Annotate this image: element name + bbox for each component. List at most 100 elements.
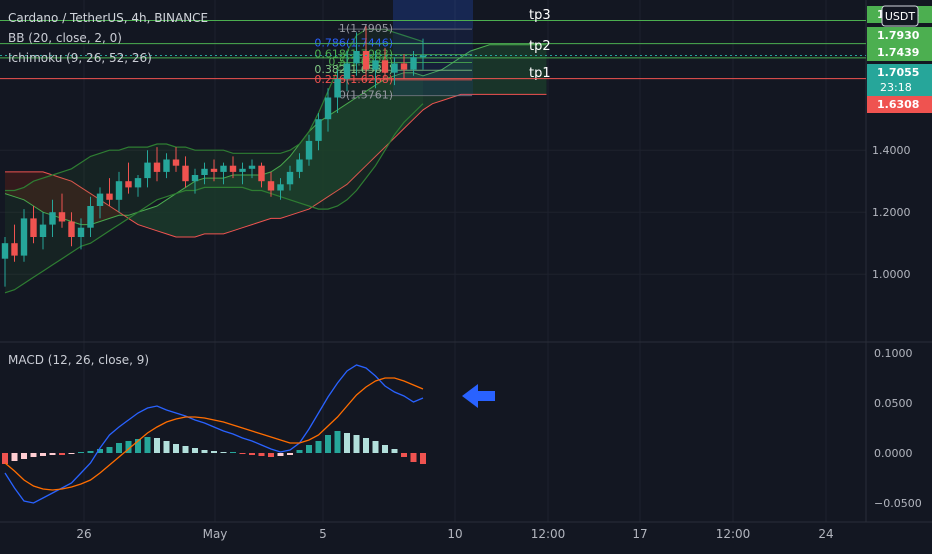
candle-body[interactable]	[1, 243, 9, 259]
macd-histogram-bar	[258, 453, 265, 456]
ichimoku-cloud-segment	[328, 109, 338, 197]
candle-body[interactable]	[248, 165, 256, 169]
candle-body[interactable]	[220, 165, 227, 172]
price-axis-label: 1.0000	[872, 268, 911, 281]
ichimoku-cloud-segment	[423, 72, 433, 110]
candle-body[interactable]	[20, 218, 28, 256]
symbol-title[interactable]: Cardano / TetherUS, 4h, BINANCE	[8, 11, 209, 25]
candle-body[interactable]	[381, 60, 389, 73]
ichimoku-cloud-segment	[537, 44, 547, 95]
ichimoku-cloud-segment	[62, 178, 72, 222]
time-axis-label: 12:00	[716, 527, 751, 541]
ichimoku-cloud-segment	[128, 212, 138, 225]
macd-histogram-bar	[239, 453, 246, 454]
price-badge	[867, 44, 932, 61]
ichimoku-cloud-segment	[138, 209, 148, 228]
candle-body[interactable]	[343, 63, 351, 79]
ichimoku-cloud-segment	[451, 57, 461, 98]
candle-body[interactable]	[419, 55, 427, 58]
macd-legend[interactable]: MACD (12, 26, close, 9)	[8, 353, 150, 367]
currency-badge[interactable]	[881, 5, 919, 27]
target-label-tp1: tp1	[529, 66, 551, 81]
time-axis-label: 12:00	[531, 527, 566, 541]
macd-histogram-bar	[325, 435, 331, 453]
candle-body[interactable]	[410, 57, 417, 70]
macd-histogram-bar	[59, 453, 65, 455]
candle-body[interactable]	[277, 184, 284, 191]
candle-body[interactable]	[115, 181, 123, 200]
candle-body[interactable]	[125, 181, 132, 188]
macd-histogram-bar	[391, 449, 398, 453]
macd-histogram-bar	[268, 453, 274, 457]
ichimoku-legend[interactable]: Ichimoku (9, 26, 52, 26)	[8, 51, 152, 65]
candle-body[interactable]	[239, 168, 246, 172]
candle-body[interactable]	[39, 224, 47, 237]
ichimoku-cloud-segment	[499, 44, 509, 95]
candle-body[interactable]	[172, 159, 180, 166]
candle-body[interactable]	[87, 206, 94, 228]
candle-body[interactable]	[362, 51, 370, 70]
macd-histogram-bar	[382, 445, 388, 453]
candle-body[interactable]	[400, 63, 408, 70]
candle-body[interactable]	[315, 119, 322, 141]
candle-body[interactable]	[144, 162, 151, 179]
candle-body[interactable]	[305, 140, 313, 160]
candle-body[interactable]	[391, 63, 398, 73]
candle-body[interactable]	[191, 175, 199, 182]
candle-body[interactable]	[182, 165, 189, 182]
macd-histogram-bar	[287, 453, 293, 455]
macd-histogram-bar	[344, 433, 350, 453]
fib-level-label: 0(1.5761)	[339, 89, 393, 102]
macd-axis-label: −0.0500	[874, 497, 922, 510]
candle-body[interactable]	[77, 227, 85, 237]
candle-body[interactable]	[324, 97, 332, 120]
candle-body[interactable]	[106, 193, 113, 200]
candle-body[interactable]	[296, 159, 303, 172]
candle-body[interactable]	[210, 168, 218, 172]
ichimoku-cloud-segment	[223, 175, 233, 234]
time-axis-label: 17	[632, 527, 647, 541]
price-badge-value: 1.6308	[877, 98, 919, 111]
candle-body[interactable]	[334, 78, 341, 98]
macd-line	[4, 364, 424, 504]
candle-body[interactable]	[229, 165, 237, 172]
candle-body[interactable]	[11, 243, 18, 256]
candle-body[interactable]	[68, 221, 75, 238]
price-badge-value: 1.7055	[877, 66, 919, 79]
candle-body[interactable]	[267, 181, 275, 191]
candle-body[interactable]	[134, 178, 142, 188]
candle-body[interactable]	[353, 51, 360, 64]
position-target-box	[393, 0, 473, 30]
bb-legend[interactable]: BB (20, close, 2, 0)	[8, 31, 122, 45]
macd-histogram-bar	[211, 451, 217, 453]
candle-body[interactable]	[286, 171, 294, 185]
price-badge	[867, 27, 932, 44]
candle-body[interactable]	[49, 212, 56, 225]
macd-histogram-bar	[163, 441, 170, 453]
candle-body[interactable]	[258, 165, 265, 182]
candle-body[interactable]	[58, 212, 66, 222]
ichimoku-cloud-segment	[33, 171, 43, 213]
macd-histogram-bar	[49, 453, 56, 455]
ichimoku-cloud-segment	[489, 44, 499, 95]
ichimoku-cloud-segment	[356, 91, 366, 175]
macd-histogram-bar	[201, 450, 208, 453]
macd-histogram-bar	[125, 441, 132, 453]
ichimoku-cloud-segment	[147, 206, 157, 231]
ichimoku-cloud-segment	[14, 171, 24, 200]
price-badge	[867, 96, 932, 113]
candle-body[interactable]	[96, 193, 104, 206]
target-label-tp3: tp3	[529, 8, 551, 23]
candle-body[interactable]	[372, 60, 379, 70]
candle-body[interactable]	[153, 162, 161, 172]
macd-histogram-bar	[78, 452, 84, 453]
price-axis-label: 1.2000	[872, 206, 911, 219]
macd-histogram-bar	[363, 438, 369, 453]
ichimoku-cloud-segment	[480, 44, 490, 95]
currency-badge-label: USDT	[885, 10, 916, 23]
candle-body[interactable]	[30, 218, 37, 237]
candle-body[interactable]	[201, 168, 208, 175]
candle-body[interactable]	[163, 159, 170, 172]
